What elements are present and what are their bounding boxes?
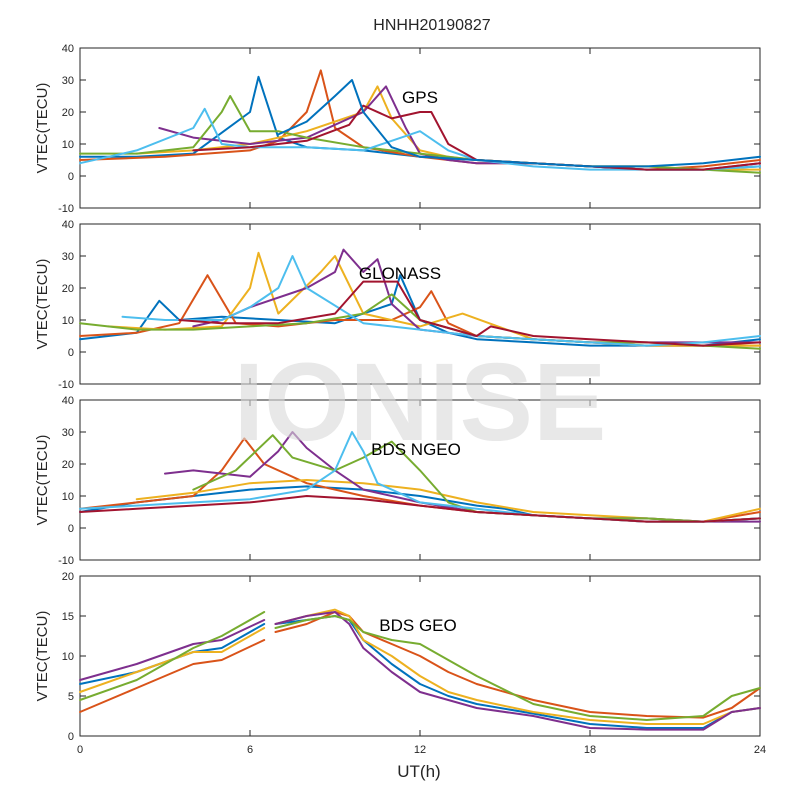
y-axis-label: VTEC(TECU) — [34, 259, 51, 350]
y-tick-label: 15 — [62, 611, 74, 623]
y-tick-label: 10 — [62, 315, 74, 327]
x-tick-label: 0 — [77, 744, 83, 756]
series-line-4 — [79, 611, 761, 731]
series-line-5 — [192, 434, 761, 523]
y-tick-label: 0 — [68, 171, 74, 183]
figure-title: HNHH20190827 — [373, 17, 491, 34]
y-tick-label: 20 — [62, 107, 74, 119]
x-tick-label: 18 — [584, 744, 596, 756]
series-line-6 — [121, 255, 761, 347]
x-tick-label: 24 — [754, 744, 766, 756]
y-tick-label: 0 — [68, 523, 74, 535]
y-tick-label: 30 — [62, 427, 74, 439]
y-axis-label: VTEC(TECU) — [34, 611, 51, 702]
panel-label: BDS GEO — [379, 616, 456, 635]
y-axis-label: VTEC(TECU) — [34, 435, 51, 526]
y-tick-label: 40 — [62, 395, 74, 407]
panel-gps: -10 0 10 20 30 40 VTEC(TECU) GPS — [34, 43, 761, 215]
panel-label: GLONASS — [359, 264, 441, 283]
plot-area — [79, 47, 761, 209]
series-line-8 — [277, 79, 761, 168]
series-line-5 — [79, 611, 761, 721]
panel-label: BDS NGEO — [371, 440, 461, 459]
series-line-7 — [178, 280, 761, 347]
series-line-7 — [192, 104, 761, 171]
x-axis-label: UT(h) — [397, 762, 440, 781]
series-line-7 — [79, 495, 761, 523]
y-tick-label: 20 — [62, 283, 74, 295]
y-tick-label: 30 — [62, 251, 74, 263]
y-tick-label: -10 — [58, 379, 74, 391]
y-tick-label: 30 — [62, 75, 74, 87]
y-tick-label: 20 — [62, 571, 74, 583]
y-tick-label: 40 — [62, 219, 74, 231]
y-tick-label: 20 — [62, 459, 74, 471]
watermark: IONISE — [234, 341, 607, 464]
y-axis-label: VTEC(TECU) — [34, 83, 51, 174]
y-tick-label: 0 — [68, 731, 74, 743]
panel-bds-geo: 0 5 10 15 20 0 6 12 18 24 VTEC(TECU) BDS GEO — [34, 571, 766, 756]
plot-area — [79, 399, 761, 561]
x-tick-label: 6 — [247, 744, 253, 756]
y-tick-label: -10 — [58, 555, 74, 567]
y-tick-label: -10 — [58, 203, 74, 215]
y-tick-label: 0 — [68, 347, 74, 359]
series-line-6 — [79, 107, 761, 171]
y-tick-label: 5 — [68, 691, 74, 703]
panel-bds-ngeo: -10 0 10 20 30 40 VTEC(TECU) BDS NGEO — [34, 395, 761, 567]
panel-label: GPS — [402, 88, 438, 107]
panels: -10 0 10 20 30 40 VTEC(TECU) GPS -10 0 10 20 30 40 VTE… — [34, 43, 766, 756]
y-tick-label: 40 — [62, 43, 74, 55]
panel-glonass: -10 0 10 20 30 40 VTEC(TECU) GLONASS — [34, 219, 761, 391]
y-tick-label: 10 — [62, 651, 74, 663]
series-line-3 — [79, 608, 761, 725]
x-tick-label: 12 — [414, 744, 426, 756]
y-tick-label: 10 — [62, 139, 74, 151]
series-line-1 — [79, 274, 761, 347]
y-tick-label: 10 — [62, 491, 74, 503]
